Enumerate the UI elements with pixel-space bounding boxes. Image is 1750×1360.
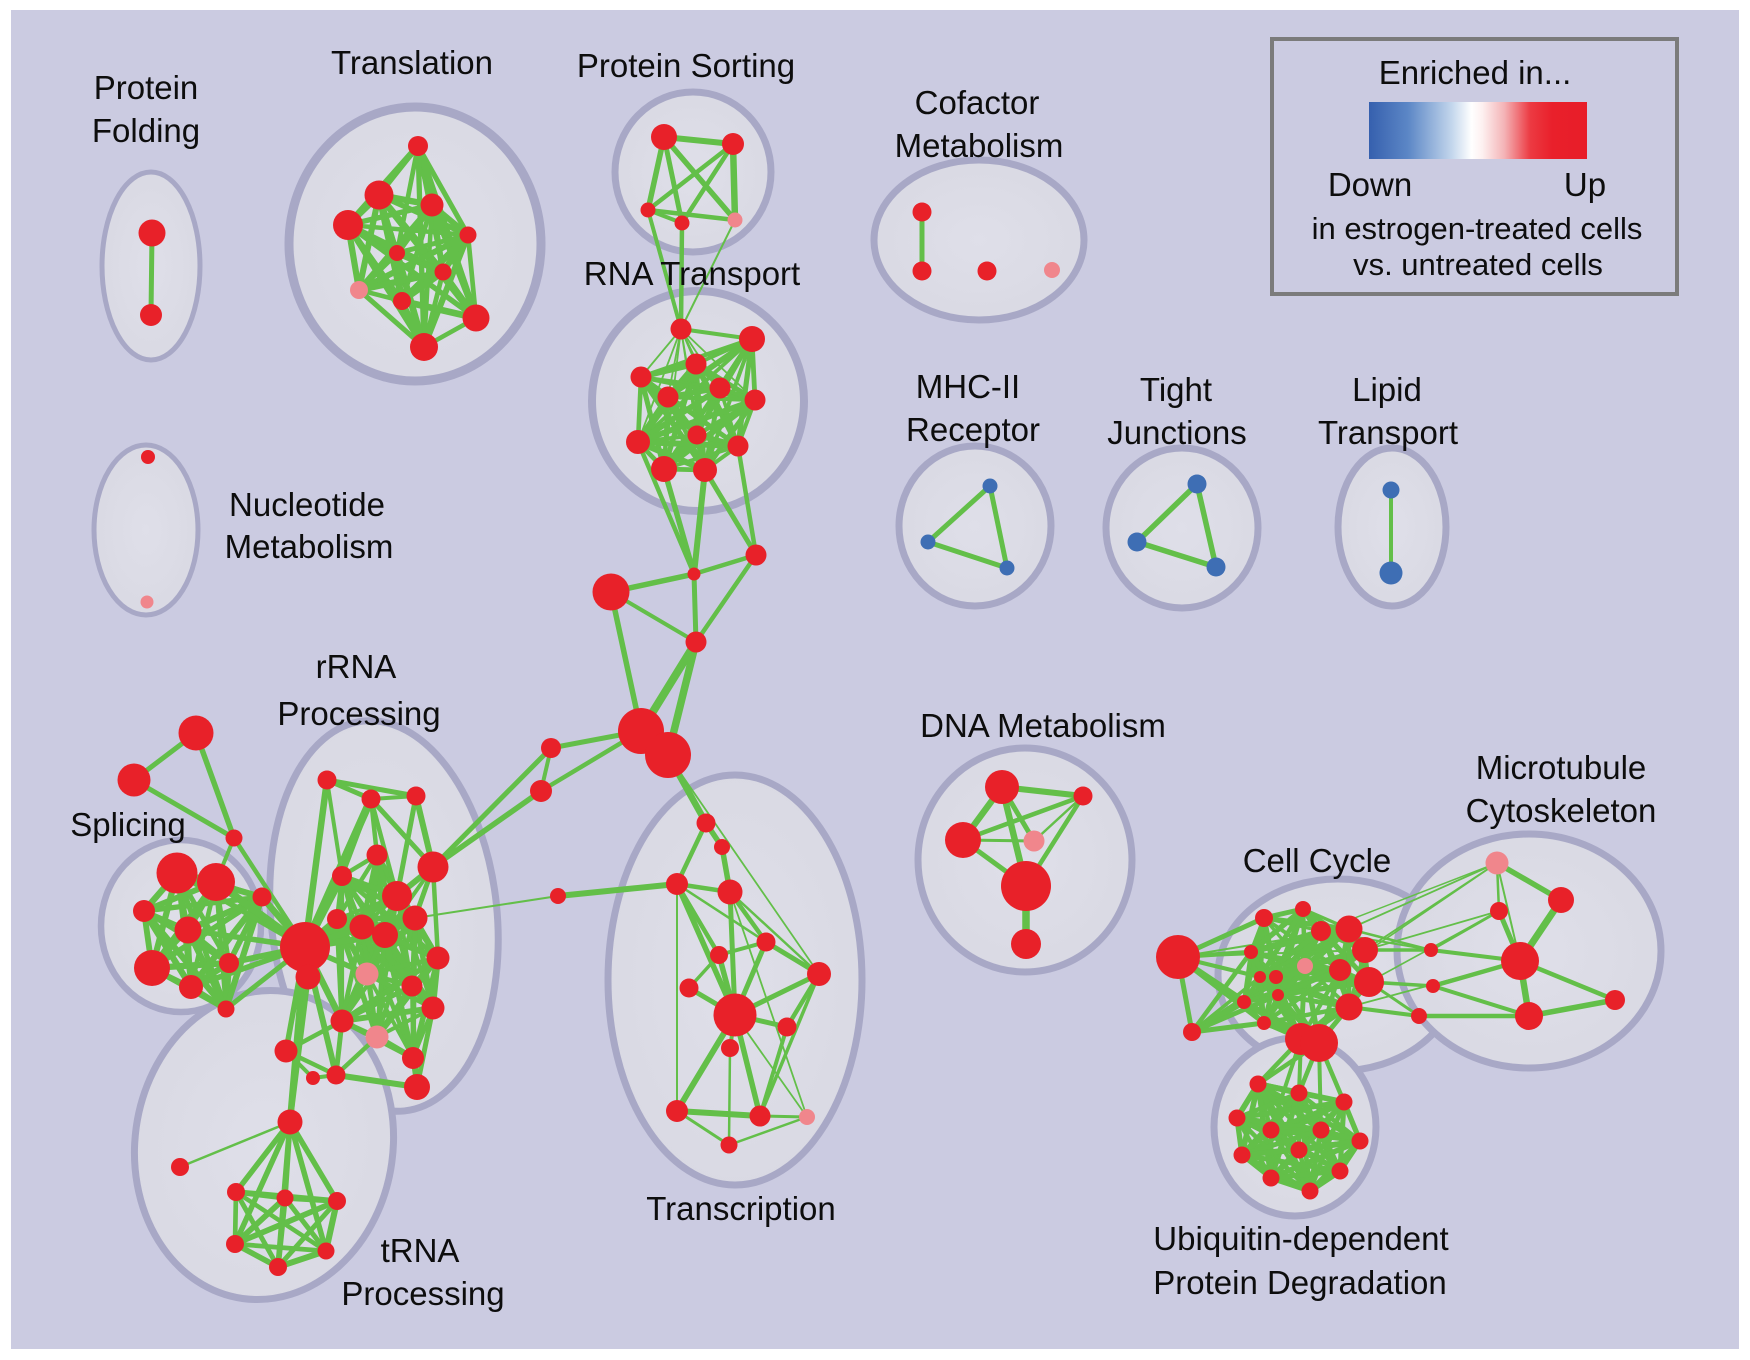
- svg-text:Folding: Folding: [92, 112, 200, 149]
- svg-text:Receptor: Receptor: [906, 411, 1040, 448]
- svg-text:in estrogen-treated cells: in estrogen-treated cells: [1312, 211, 1643, 246]
- svg-text:Tight: Tight: [1140, 371, 1212, 408]
- svg-text:DNA Metabolism: DNA Metabolism: [920, 707, 1166, 744]
- svg-text:Protein Sorting: Protein Sorting: [577, 47, 795, 84]
- svg-text:Transcription: Transcription: [646, 1190, 836, 1227]
- svg-text:MHC-II: MHC-II: [916, 368, 1020, 405]
- svg-text:Metabolism: Metabolism: [225, 528, 394, 565]
- svg-text:Microtubule: Microtubule: [1476, 749, 1647, 786]
- svg-text:Up: Up: [1564, 166, 1606, 203]
- svg-text:vs. untreated cells: vs. untreated cells: [1353, 247, 1603, 282]
- svg-text:tRNA: tRNA: [381, 1232, 460, 1269]
- svg-text:Nucleotide: Nucleotide: [229, 486, 385, 523]
- svg-text:Junctions: Junctions: [1107, 414, 1246, 451]
- svg-text:Enriched in...: Enriched in...: [1379, 54, 1572, 91]
- svg-text:Ubiquitin-dependent: Ubiquitin-dependent: [1153, 1220, 1448, 1257]
- svg-text:Protein Degradation: Protein Degradation: [1153, 1264, 1447, 1301]
- svg-text:Protein: Protein: [94, 69, 199, 106]
- svg-text:Splicing: Splicing: [70, 806, 186, 843]
- svg-text:Lipid: Lipid: [1352, 371, 1422, 408]
- svg-text:Cofactor: Cofactor: [915, 84, 1040, 121]
- svg-text:Metabolism: Metabolism: [895, 127, 1064, 164]
- svg-text:Cytoskeleton: Cytoskeleton: [1466, 792, 1657, 829]
- svg-text:RNA Transport: RNA Transport: [584, 255, 800, 292]
- svg-text:Down: Down: [1328, 166, 1412, 203]
- svg-text:Translation: Translation: [331, 44, 493, 81]
- svg-text:Transport: Transport: [1318, 414, 1458, 451]
- svg-text:Processing: Processing: [341, 1275, 504, 1312]
- svg-text:Cell Cycle: Cell Cycle: [1243, 842, 1392, 879]
- svg-text:rRNA: rRNA: [316, 648, 397, 685]
- svg-text:Processing: Processing: [277, 695, 440, 732]
